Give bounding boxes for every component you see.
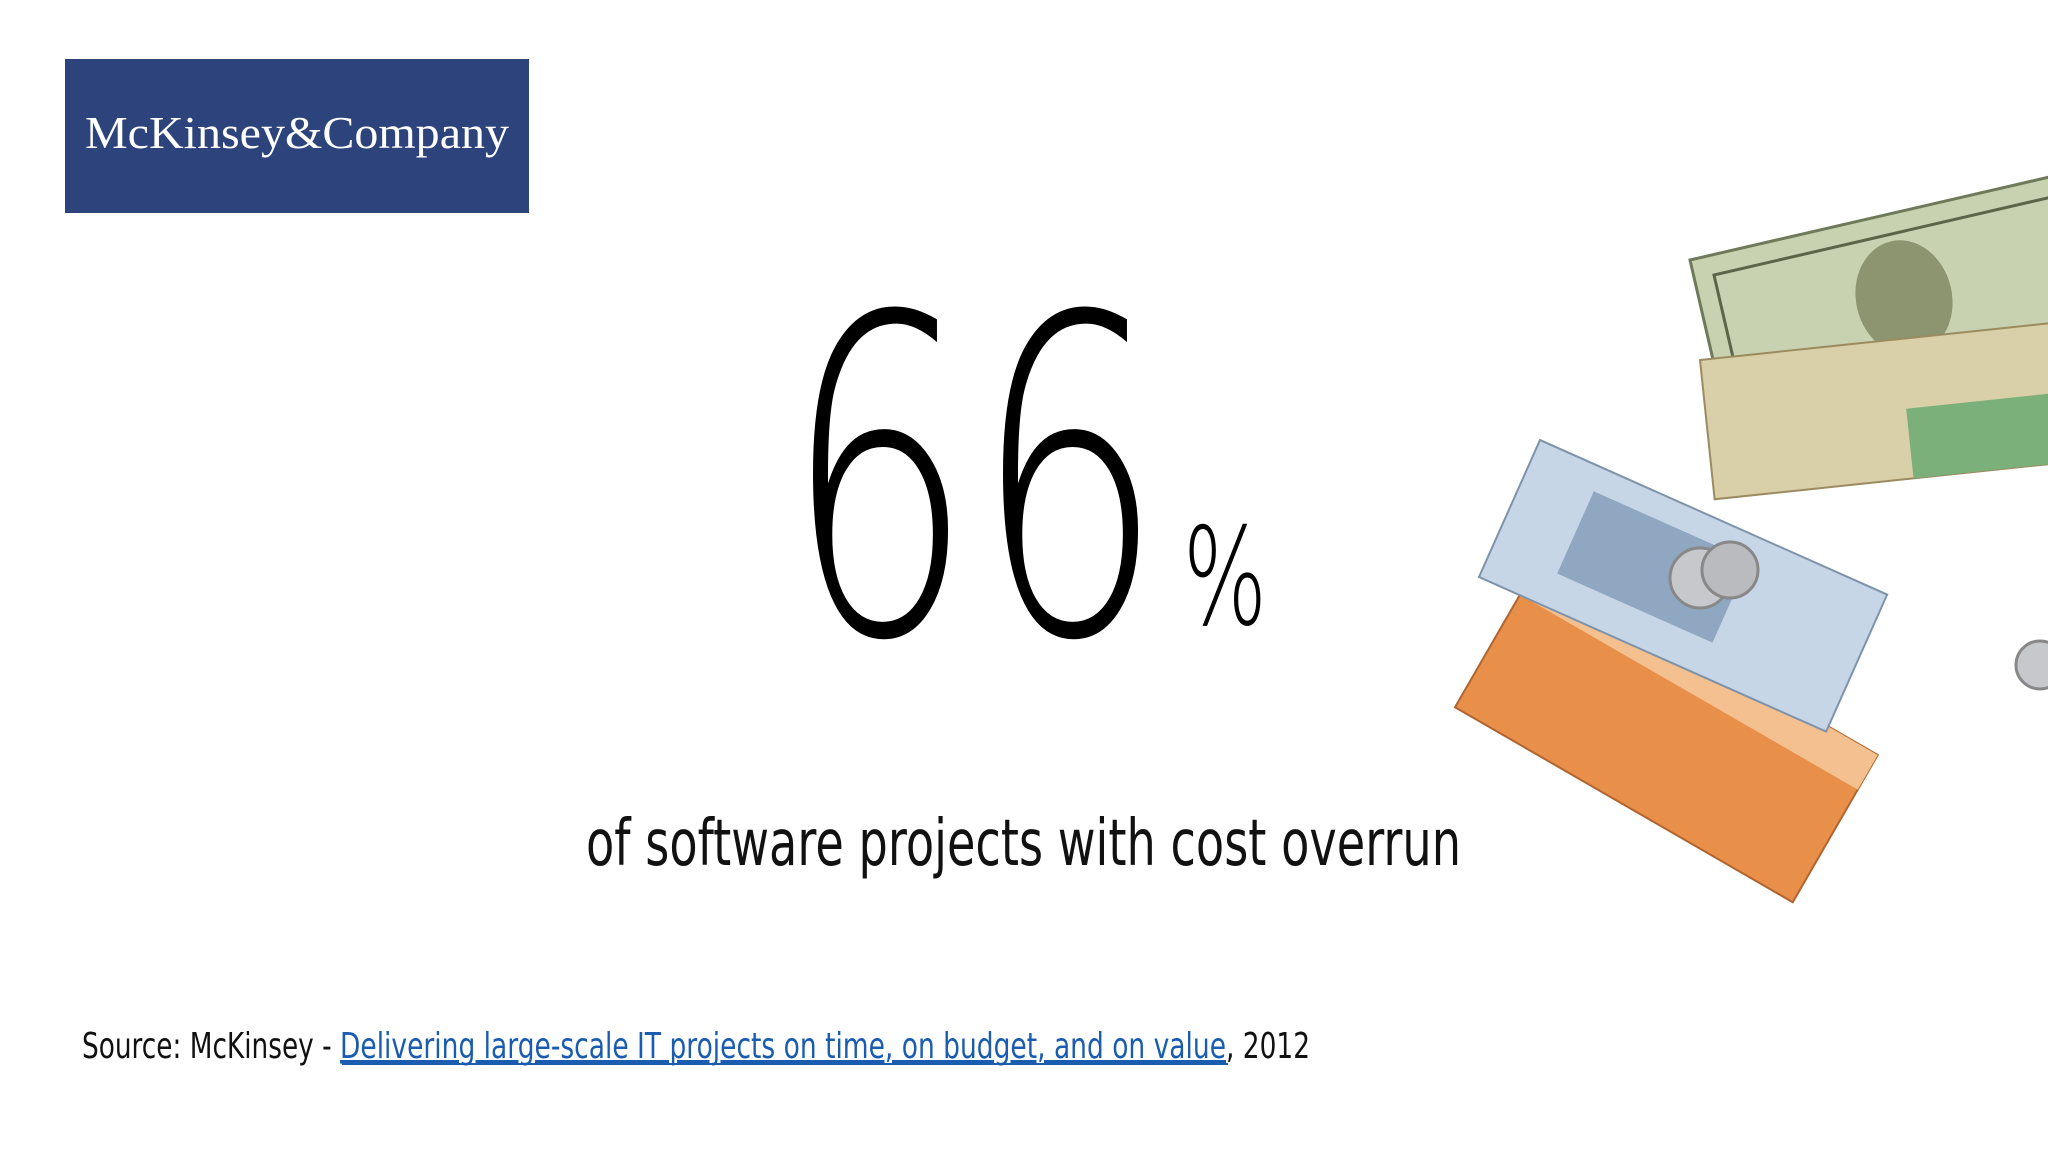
headline-number: 66 [784, 225, 1164, 737]
source-suffix: , 2012 [1226, 1026, 1310, 1067]
dollar-portrait [1855, 240, 1953, 356]
source-prefix: Source: McKinsey - [82, 1026, 340, 1067]
subtitle: of software projects with cost overrun [586, 807, 1461, 881]
coin [2014, 639, 2048, 691]
source: Source: McKinsey - Delivering large-scal… [82, 1026, 1310, 1067]
logo-box [65, 59, 529, 213]
headline-unit: % [1183, 499, 1267, 656]
money-illustration [1453, 168, 2048, 904]
logo-text: McKinsey&Company [85, 107, 509, 158]
note-green [1906, 389, 2048, 479]
source-link[interactable]: Delivering large-scale IT projects on ti… [340, 1026, 1226, 1067]
coin [1700, 540, 1760, 600]
